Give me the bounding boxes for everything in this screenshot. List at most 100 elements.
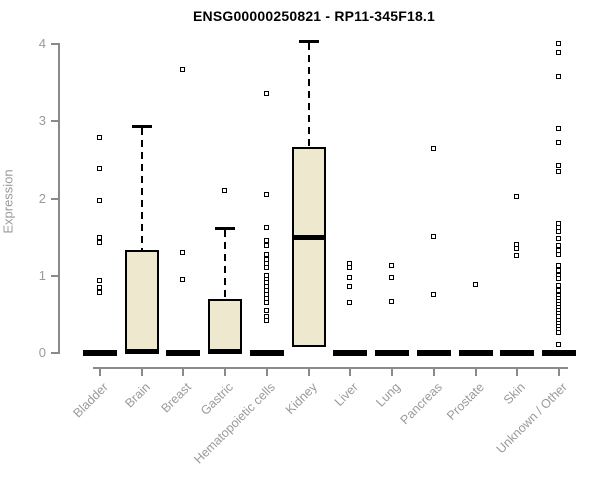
whisker-line bbox=[140, 128, 143, 251]
y-tick-mark bbox=[51, 43, 58, 45]
y-tick-mark bbox=[51, 120, 58, 123]
outlier-point bbox=[556, 235, 561, 241]
outlier-point bbox=[263, 251, 269, 257]
y-tick-label: 0 bbox=[38, 345, 46, 360]
outlier-point bbox=[263, 317, 269, 323]
x-tick-mark bbox=[140, 367, 143, 376]
whisker-cap bbox=[215, 227, 236, 231]
outlier-point bbox=[263, 242, 269, 248]
outlier-point bbox=[430, 234, 436, 240]
outlier-point bbox=[389, 299, 395, 304]
outlier-point bbox=[556, 275, 561, 281]
x-tick-mark bbox=[307, 367, 310, 376]
whisker-line bbox=[307, 42, 310, 148]
box bbox=[124, 250, 159, 352]
outlier-point bbox=[263, 308, 269, 314]
x-tick-mark bbox=[349, 367, 352, 376]
outlier-point bbox=[556, 125, 561, 131]
outlier-point bbox=[97, 278, 102, 284]
outlier-point bbox=[556, 50, 561, 56]
outlier-point bbox=[556, 228, 561, 234]
outlier-point bbox=[97, 285, 102, 291]
outlier-point bbox=[97, 289, 102, 295]
outlier-point bbox=[97, 135, 102, 141]
median-line bbox=[124, 349, 159, 354]
collapsed-box-median bbox=[458, 350, 493, 356]
outlier-point bbox=[263, 192, 269, 198]
y-tick-label: 1 bbox=[38, 267, 46, 283]
collapsed-box-median bbox=[375, 350, 410, 356]
outlier-point bbox=[556, 268, 561, 274]
outlier-point bbox=[514, 245, 520, 251]
outlier-point bbox=[180, 67, 186, 73]
outlier-point bbox=[263, 299, 269, 305]
outlier-point bbox=[97, 234, 102, 240]
outlier-point bbox=[556, 41, 561, 46]
y-tick-mark bbox=[51, 352, 58, 354]
outlier-point bbox=[556, 242, 561, 248]
x-tick-mark bbox=[99, 367, 101, 376]
x-tick-mark bbox=[224, 367, 227, 376]
outlier-point bbox=[430, 146, 436, 152]
outlier-point bbox=[347, 299, 353, 305]
outlier-point bbox=[347, 265, 353, 271]
outlier-point bbox=[514, 193, 520, 199]
median-line bbox=[291, 234, 326, 240]
outlier-point bbox=[97, 240, 102, 246]
chart-title: ENSG00000250821 - RP11-345F18.1 bbox=[192, 8, 436, 24]
outlier-point bbox=[389, 262, 395, 268]
outlier-point bbox=[347, 275, 353, 281]
x-tick-mark bbox=[265, 367, 268, 376]
outlier-point bbox=[263, 237, 269, 243]
x-tick-mark bbox=[432, 367, 435, 376]
whisker-cap bbox=[131, 125, 152, 129]
x-axis-line bbox=[93, 367, 568, 369]
collapsed-box-median bbox=[416, 350, 451, 356]
whisker-cap bbox=[298, 39, 319, 43]
outlier-point bbox=[430, 292, 436, 298]
outlier-point bbox=[472, 282, 478, 288]
x-tick-mark bbox=[182, 367, 185, 376]
outlier-point bbox=[222, 187, 228, 193]
y-tick-label: 2 bbox=[38, 190, 46, 206]
y-tick-label: 3 bbox=[38, 113, 46, 129]
outlier-point bbox=[556, 163, 561, 169]
outlier-point bbox=[263, 91, 269, 97]
y-tick-mark bbox=[51, 274, 58, 277]
collapsed-box-median bbox=[166, 350, 201, 356]
outlier-point bbox=[180, 276, 186, 282]
outlier-point bbox=[556, 288, 561, 294]
outlier-point bbox=[97, 197, 102, 203]
whisker-line bbox=[224, 230, 227, 300]
y-tick-label: 4 bbox=[38, 36, 46, 51]
x-tick-mark bbox=[391, 367, 394, 376]
outlier-point bbox=[556, 169, 561, 175]
outlier-point bbox=[97, 166, 102, 172]
box bbox=[208, 299, 243, 352]
box bbox=[291, 147, 326, 347]
outlier-point bbox=[263, 224, 269, 230]
collapsed-box-median bbox=[83, 350, 117, 356]
outlier-point bbox=[556, 262, 561, 268]
collapsed-box-median bbox=[249, 350, 284, 356]
x-tick-mark bbox=[558, 367, 560, 376]
outlier-point bbox=[556, 74, 561, 80]
outlier-point bbox=[514, 253, 520, 259]
collapsed-box-median bbox=[500, 350, 535, 356]
x-tick-mark bbox=[516, 367, 519, 376]
outlier-point bbox=[556, 342, 561, 348]
y-axis-line bbox=[58, 43, 60, 354]
outlier-point bbox=[556, 282, 561, 288]
median-line bbox=[208, 349, 243, 354]
outlier-point bbox=[263, 256, 269, 262]
collapsed-box-median bbox=[542, 350, 576, 356]
outlier-point bbox=[180, 249, 186, 255]
outlier-point bbox=[389, 275, 395, 281]
y-axis-title: Expression bbox=[0, 169, 16, 234]
outlier-point bbox=[556, 251, 561, 257]
outlier-point bbox=[556, 329, 561, 335]
y-tick-mark bbox=[51, 197, 58, 200]
collapsed-box-median bbox=[333, 350, 368, 356]
x-tick-mark bbox=[474, 367, 477, 376]
